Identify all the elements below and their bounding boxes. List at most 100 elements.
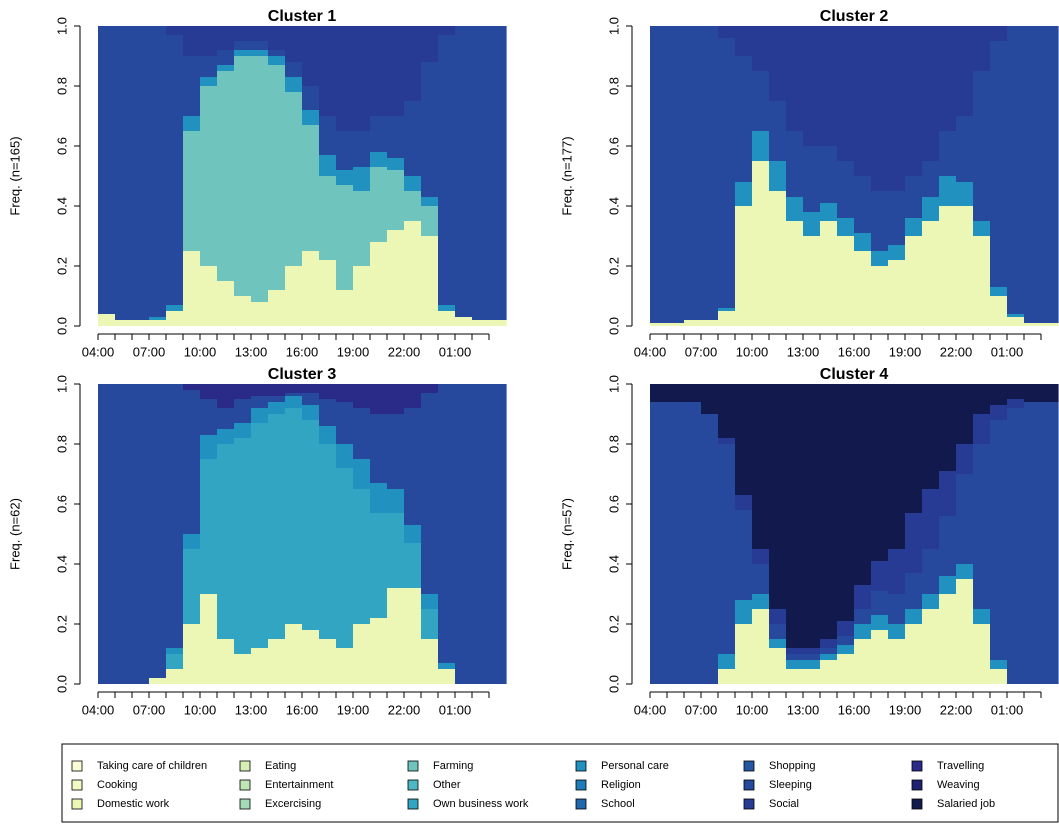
y-tick-label: 0.4 — [54, 197, 69, 215]
stack-segment — [149, 317, 167, 320]
stack-segment — [650, 402, 668, 684]
stack-segment — [217, 408, 235, 429]
stack-segment — [871, 615, 889, 630]
x-tick-label: 16:00 — [286, 702, 319, 717]
stack-segment — [166, 311, 184, 326]
stack-segment — [786, 26, 804, 131]
y-tick-label: 0.2 — [54, 257, 69, 275]
legend-swatch — [407, 760, 419, 772]
stack-segment — [353, 167, 371, 191]
stack-segment — [387, 26, 405, 116]
stack-segment — [166, 26, 184, 35]
legend-label: Social — [769, 798, 799, 810]
stack-segment — [956, 579, 974, 684]
stack-segment — [718, 38, 736, 308]
stack-segment — [336, 384, 354, 402]
stack-segment — [149, 384, 167, 678]
stack-segment — [336, 26, 354, 131]
stack-segment — [217, 281, 235, 326]
stack-segment — [854, 585, 872, 609]
stack-segment — [735, 384, 753, 495]
stack-segment — [684, 26, 702, 320]
stack-segment — [854, 233, 872, 251]
stack-segment — [837, 26, 855, 161]
stack-segment — [353, 191, 371, 266]
stack-segment — [718, 26, 736, 38]
stack-segment — [990, 669, 1008, 684]
stack-segment — [786, 654, 804, 660]
stack-segment — [319, 639, 337, 684]
stack-segment — [404, 26, 422, 101]
stack-segment — [871, 384, 889, 561]
x-tick-label: 04:00 — [634, 702, 667, 717]
stack-segment — [718, 444, 736, 654]
stack-segment — [183, 624, 201, 684]
stack-segment — [803, 236, 821, 326]
stack-segment — [387, 588, 405, 684]
y-tick-label: 1.0 — [606, 17, 621, 35]
y-tick-label: 0.6 — [606, 495, 621, 513]
stack-segment — [200, 459, 218, 594]
stack-segment — [319, 260, 337, 326]
stack-segment — [922, 609, 940, 684]
stack-segment — [404, 191, 422, 221]
stack-segment — [803, 212, 821, 236]
y-tick-label: 0.4 — [606, 197, 621, 215]
stack-segment — [370, 384, 388, 414]
stack-segment — [387, 116, 405, 158]
y-tick-label: 0.6 — [606, 137, 621, 155]
stack-segment — [752, 26, 770, 71]
x-tick-label: 13:00 — [235, 344, 268, 359]
stack-segment — [421, 639, 439, 684]
stack-segment — [786, 131, 804, 197]
stack-segment — [183, 384, 201, 390]
stack-segment — [217, 429, 235, 444]
stack-segment — [251, 26, 269, 41]
stack-segment — [786, 384, 804, 648]
y-tick-label: 1.0 — [54, 17, 69, 35]
stack-segment — [854, 609, 872, 624]
stack-segment — [922, 161, 940, 197]
stack-segment — [268, 50, 286, 56]
stack-segment — [319, 444, 337, 639]
stack-segment — [769, 26, 787, 101]
legend-swatch — [575, 798, 587, 810]
stack-segment — [166, 648, 184, 654]
stack-segment — [990, 26, 1008, 41]
stack-segment — [820, 660, 838, 684]
x-tick-label: 19:00 — [337, 344, 370, 359]
stack-segment — [803, 669, 821, 684]
stack-segment — [922, 594, 940, 609]
legend-swatch — [71, 760, 83, 772]
stack-segment — [404, 221, 422, 326]
stack-segment — [336, 131, 354, 170]
stack-segment — [990, 405, 1008, 420]
stack-segment — [871, 251, 889, 266]
legend-swatch — [911, 779, 923, 791]
stack-segment — [922, 197, 940, 221]
stack-segment — [956, 564, 974, 579]
stack-segment — [132, 384, 150, 684]
stack-segment — [905, 609, 923, 624]
stack-segment — [489, 320, 507, 326]
stack-segment — [251, 302, 269, 326]
stack-segment — [905, 384, 923, 513]
stack-segment — [786, 660, 804, 669]
stack-segment — [718, 308, 736, 311]
stack-segment — [803, 660, 821, 669]
stack-segment — [769, 609, 787, 624]
x-tick-label: 22:00 — [388, 702, 421, 717]
y-tick-label: 0.4 — [54, 555, 69, 573]
stack-segment — [251, 56, 269, 302]
stack-segment — [820, 146, 838, 203]
stack-segment — [302, 251, 320, 326]
stack-segment — [387, 170, 405, 230]
stack-segment — [421, 384, 439, 393]
stack-segment — [990, 296, 1008, 326]
x-tick-label: 19:00 — [889, 702, 922, 717]
stack-segment — [217, 26, 235, 50]
stack-segment — [319, 155, 337, 176]
stack-segment — [905, 218, 923, 236]
y-tick-label: 0.6 — [54, 495, 69, 513]
stack-segment — [302, 110, 320, 125]
